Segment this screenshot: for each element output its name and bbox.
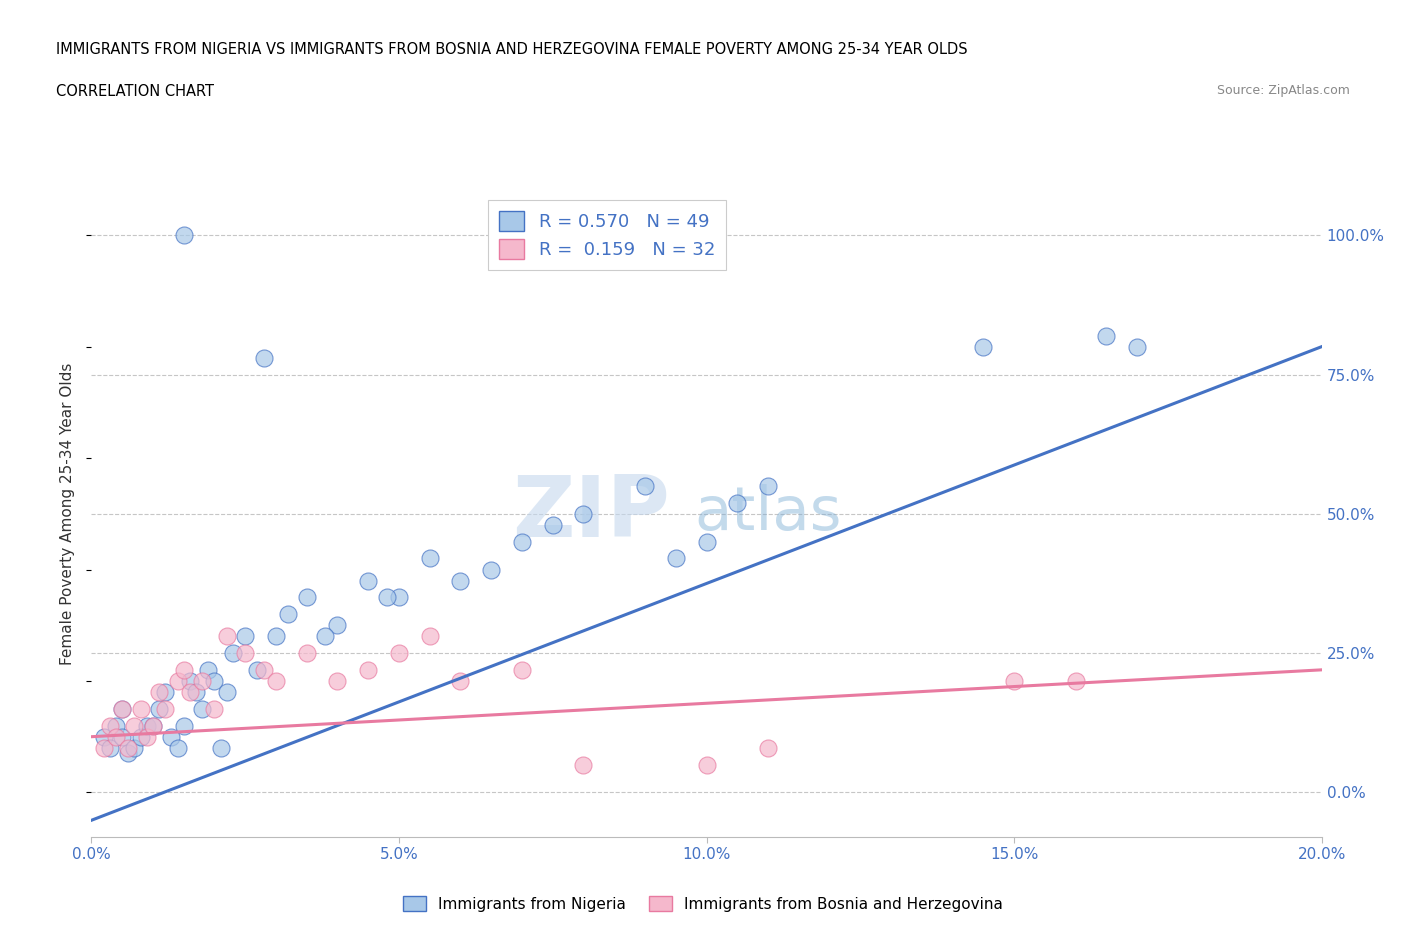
Point	[252, 662, 274, 677]
Point	[179, 684, 201, 699]
Point	[142, 718, 165, 733]
Point	[105, 718, 127, 733]
Point	[98, 740, 121, 755]
Point	[215, 684, 238, 699]
Point	[233, 629, 256, 644]
Point	[510, 534, 533, 549]
Point	[665, 551, 688, 565]
Point	[314, 629, 336, 644]
Point	[93, 740, 115, 755]
Point	[264, 629, 287, 644]
Y-axis label: Female Poverty Among 25-34 Year Olds: Female Poverty Among 25-34 Year Olds	[60, 363, 76, 665]
Point	[191, 701, 214, 716]
Point	[419, 551, 441, 565]
Point	[135, 718, 157, 733]
Point	[572, 507, 595, 522]
Text: IMMIGRANTS FROM NIGERIA VS IMMIGRANTS FROM BOSNIA AND HERZEGOVINA FEMALE POVERTY: IMMIGRANTS FROM NIGERIA VS IMMIGRANTS FR…	[56, 42, 967, 57]
Point	[1002, 673, 1025, 688]
Point	[252, 351, 274, 365]
Point	[197, 662, 219, 677]
Point	[160, 729, 183, 744]
Text: ZIP: ZIP	[512, 472, 669, 555]
Text: atlas: atlas	[695, 485, 842, 543]
Point	[124, 718, 146, 733]
Point	[756, 740, 779, 755]
Point	[129, 701, 152, 716]
Point	[510, 662, 533, 677]
Point	[93, 729, 115, 744]
Text: CORRELATION CHART: CORRELATION CHART	[56, 84, 214, 99]
Point	[166, 740, 188, 755]
Point	[375, 590, 398, 604]
Point	[326, 618, 349, 632]
Point	[1126, 339, 1149, 354]
Point	[419, 629, 441, 644]
Point	[449, 573, 471, 588]
Point	[129, 729, 152, 744]
Point	[222, 645, 245, 660]
Point	[209, 740, 232, 755]
Point	[695, 534, 717, 549]
Point	[166, 673, 188, 688]
Point	[1095, 328, 1118, 343]
Point	[142, 718, 165, 733]
Point	[153, 701, 177, 716]
Point	[111, 701, 134, 716]
Point	[111, 701, 134, 716]
Point	[135, 729, 157, 744]
Point	[148, 701, 170, 716]
Point	[246, 662, 269, 677]
Point	[202, 701, 225, 716]
Point	[695, 757, 717, 772]
Point	[215, 629, 238, 644]
Point	[179, 673, 201, 688]
Point	[357, 662, 380, 677]
Point	[173, 228, 195, 243]
Point	[173, 718, 195, 733]
Point	[191, 673, 214, 688]
Point	[388, 590, 411, 604]
Point	[117, 746, 139, 761]
Point	[972, 339, 994, 354]
Point	[295, 645, 318, 660]
Point	[124, 740, 146, 755]
Point	[295, 590, 318, 604]
Point	[202, 673, 225, 688]
Point	[1064, 673, 1087, 688]
Point	[449, 673, 471, 688]
Point	[634, 479, 657, 494]
Legend: R = 0.570   N = 49, R =  0.159   N = 32: R = 0.570 N = 49, R = 0.159 N = 32	[488, 200, 725, 271]
Point	[264, 673, 287, 688]
Point	[277, 606, 299, 621]
Point	[388, 645, 411, 660]
Point	[153, 684, 177, 699]
Point	[541, 517, 564, 532]
Point	[572, 757, 595, 772]
Point	[357, 573, 380, 588]
Legend: Immigrants from Nigeria, Immigrants from Bosnia and Herzegovina: Immigrants from Nigeria, Immigrants from…	[396, 889, 1010, 918]
Point	[184, 684, 207, 699]
Point	[98, 718, 121, 733]
Point	[111, 729, 134, 744]
Point	[173, 662, 195, 677]
Text: Source: ZipAtlas.com: Source: ZipAtlas.com	[1216, 84, 1350, 97]
Point	[117, 740, 139, 755]
Point	[479, 562, 502, 577]
Point	[725, 496, 748, 511]
Point	[756, 479, 779, 494]
Point	[105, 729, 127, 744]
Point	[233, 645, 256, 660]
Point	[326, 673, 349, 688]
Point	[148, 684, 170, 699]
